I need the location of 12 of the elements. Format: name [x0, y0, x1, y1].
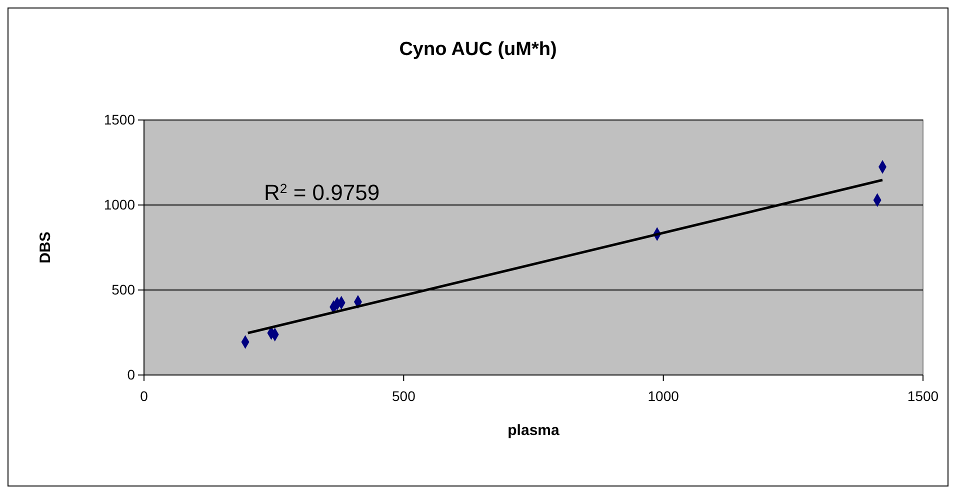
annotation: R$^{2}$ = 0.9759	[264, 180, 380, 205]
y-axis-title: DBS	[37, 232, 54, 264]
x-tick-label: 1500	[907, 388, 939, 404]
y-tick-label: 1000	[104, 196, 136, 212]
chart-title: Cyno AUC (uM*h)	[399, 39, 557, 60]
x-tick-label: 1000	[648, 388, 680, 404]
x-axis-title: plasma	[508, 422, 560, 439]
x-tick-label: 0	[140, 388, 148, 404]
x-tick-label: 500	[392, 388, 416, 404]
y-tick-label: 500	[112, 281, 136, 298]
y-tick-label: 1500	[104, 111, 136, 128]
y-tick-label: 0	[127, 366, 136, 382]
